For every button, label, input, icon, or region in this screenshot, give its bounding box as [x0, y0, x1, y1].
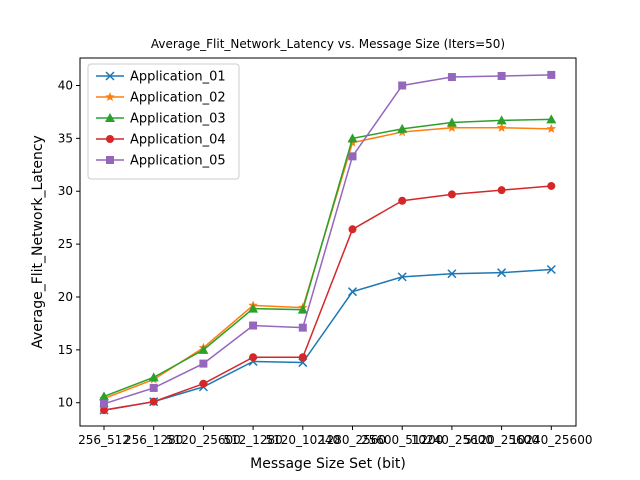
data-point [298, 323, 307, 332]
data-point [446, 117, 457, 127]
data-point [496, 115, 507, 125]
legend-item: Application_03 [96, 112, 226, 127]
data-point [249, 321, 258, 330]
series-4 [100, 181, 556, 415]
y-axis-label: Average_Flit_Network_Latency [30, 135, 46, 349]
x-tick-label: 5120_25600 [166, 433, 241, 447]
series-line [103, 185, 552, 411]
series-line [103, 74, 552, 405]
legend-marker [105, 113, 115, 122]
data-point [496, 122, 507, 132]
legend-marker [106, 135, 114, 143]
legend-label: Application_03 [130, 112, 226, 127]
data-point [398, 81, 407, 90]
data-point [497, 71, 506, 80]
data-point [149, 397, 158, 406]
axes-frame [79, 57, 577, 427]
data-point [100, 399, 108, 408]
legend-label: Application_04 [130, 133, 226, 148]
data-point [547, 70, 556, 79]
data-point [348, 152, 357, 161]
legend-marker [105, 71, 115, 81]
data-point [447, 73, 456, 82]
data-point [397, 272, 407, 282]
data-point [497, 186, 506, 195]
legend-marker [105, 92, 115, 102]
legend-item: Application_01 [96, 70, 226, 85]
data-point [298, 353, 307, 362]
data-point [546, 114, 557, 124]
x-tick-label: 256_512 [78, 433, 130, 447]
y-tick-label: 35 [58, 131, 73, 145]
data-point [348, 225, 357, 234]
data-point [249, 353, 258, 362]
y-tick-label: 15 [58, 343, 73, 357]
series-5 [100, 70, 556, 408]
legend-label: Application_05 [130, 154, 226, 169]
data-point [397, 123, 408, 133]
legend-item: Application_04 [96, 133, 226, 148]
y-tick-label: 40 [58, 78, 73, 92]
legend-item: Application_05 [96, 154, 226, 169]
chart-title: Average_Flit_Network_Latency vs. Message… [151, 37, 505, 51]
legend-label: Application_01 [130, 70, 226, 85]
y-tick-label: 10 [58, 396, 73, 410]
data-point [447, 269, 457, 279]
x-tick-label: 1280_2560 [319, 433, 386, 447]
data-point [198, 344, 209, 354]
legend: Application_01 Application_02 Application_… [87, 63, 240, 180]
data-point [297, 304, 308, 314]
data-point [149, 383, 158, 392]
series-line [103, 268, 552, 411]
legend-label: Application_02 [130, 91, 226, 106]
data-point [347, 133, 358, 143]
x-tick-label: 25600_51200 [361, 433, 443, 447]
y-tick-label: 25 [58, 237, 73, 251]
data-point [199, 359, 208, 368]
x-axis-label: Message Size Set (bit) [250, 456, 406, 472]
data-point [248, 303, 259, 313]
data-point [99, 391, 109, 401]
x-tick-label: 10240_25600 [411, 433, 493, 447]
data-point [546, 123, 557, 133]
y-tick-label: 20 [58, 290, 73, 304]
data-point [447, 122, 457, 132]
series-3 [99, 114, 557, 401]
x-tick-label: 5120_10240 [265, 433, 340, 447]
series-1 [99, 264, 556, 415]
x-tick-label: 10240_25600 [510, 433, 592, 447]
legend-item: Application_02 [96, 91, 226, 106]
data-point [100, 406, 108, 415]
x-tick-label: 512_1280 [223, 433, 282, 447]
data-point [199, 379, 208, 388]
plot-area: 10152025303540256_512256_12805120_256005… [58, 57, 592, 447]
data-point [398, 196, 407, 205]
data-point [497, 268, 507, 278]
data-point [546, 264, 556, 275]
data-point [347, 287, 358, 297]
x-tick-label: 5120_25600 [464, 433, 539, 447]
legend-box [87, 63, 240, 180]
x-tick-label: 256_1280 [124, 433, 183, 447]
data-point [547, 181, 556, 190]
series-line [103, 118, 552, 398]
legend-marker [106, 156, 114, 164]
data-point [148, 372, 159, 382]
y-tick-label: 30 [58, 184, 73, 198]
data-point [447, 190, 456, 199]
